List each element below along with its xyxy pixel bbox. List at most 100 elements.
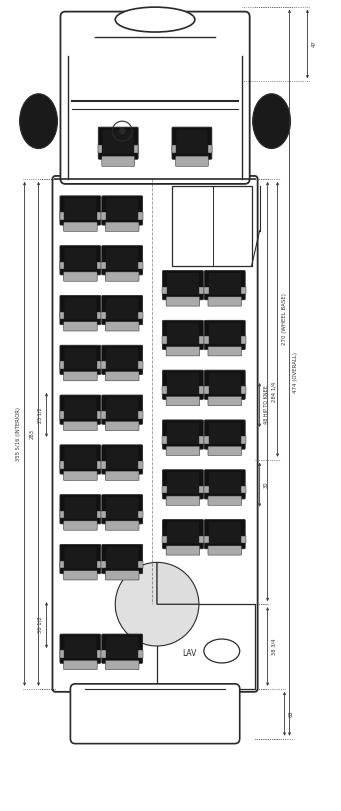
- FancyBboxPatch shape: [60, 544, 101, 573]
- FancyBboxPatch shape: [105, 272, 139, 281]
- Bar: [162, 386, 167, 394]
- Bar: [162, 436, 167, 444]
- Bar: [97, 262, 101, 269]
- Ellipse shape: [253, 94, 291, 148]
- FancyBboxPatch shape: [167, 522, 199, 543]
- Bar: [97, 511, 101, 518]
- FancyBboxPatch shape: [102, 156, 135, 166]
- FancyBboxPatch shape: [105, 471, 139, 480]
- FancyBboxPatch shape: [208, 297, 241, 306]
- FancyBboxPatch shape: [106, 397, 138, 419]
- Text: 270 (WHEEL BASE): 270 (WHEEL BASE): [282, 294, 286, 345]
- Bar: [138, 262, 143, 269]
- FancyBboxPatch shape: [63, 471, 97, 480]
- FancyBboxPatch shape: [166, 346, 200, 356]
- FancyBboxPatch shape: [163, 470, 203, 499]
- FancyBboxPatch shape: [64, 198, 97, 220]
- FancyBboxPatch shape: [102, 634, 143, 663]
- FancyBboxPatch shape: [60, 295, 101, 324]
- Bar: [138, 362, 143, 369]
- Bar: [97, 650, 101, 658]
- FancyBboxPatch shape: [176, 156, 208, 166]
- FancyBboxPatch shape: [209, 273, 241, 294]
- FancyBboxPatch shape: [63, 421, 97, 431]
- FancyBboxPatch shape: [105, 222, 139, 231]
- Text: 284 1/4: 284 1/4: [271, 381, 277, 401]
- FancyBboxPatch shape: [64, 547, 97, 569]
- FancyBboxPatch shape: [172, 127, 212, 159]
- Text: 355 5/16 (INTERIOR): 355 5/16 (INTERIOR): [16, 407, 20, 461]
- Bar: [101, 461, 106, 469]
- FancyBboxPatch shape: [208, 446, 241, 456]
- FancyBboxPatch shape: [105, 521, 139, 530]
- Bar: [241, 386, 246, 394]
- Bar: [60, 311, 64, 320]
- FancyBboxPatch shape: [64, 248, 97, 270]
- Wedge shape: [115, 562, 199, 646]
- Bar: [138, 511, 143, 518]
- Bar: [199, 536, 204, 543]
- FancyBboxPatch shape: [167, 372, 199, 394]
- FancyBboxPatch shape: [166, 446, 200, 456]
- FancyBboxPatch shape: [64, 497, 97, 519]
- Bar: [162, 536, 167, 543]
- FancyBboxPatch shape: [163, 320, 203, 350]
- Ellipse shape: [20, 94, 58, 148]
- Circle shape: [119, 128, 125, 134]
- FancyBboxPatch shape: [102, 196, 143, 225]
- Bar: [60, 262, 64, 269]
- Bar: [60, 560, 64, 569]
- FancyBboxPatch shape: [209, 522, 241, 543]
- Bar: [199, 436, 204, 444]
- Bar: [204, 436, 209, 444]
- FancyBboxPatch shape: [102, 445, 143, 474]
- FancyBboxPatch shape: [163, 520, 203, 549]
- FancyBboxPatch shape: [163, 271, 203, 300]
- Bar: [97, 311, 101, 320]
- FancyBboxPatch shape: [102, 295, 143, 324]
- FancyBboxPatch shape: [102, 395, 143, 424]
- FancyBboxPatch shape: [209, 423, 241, 444]
- FancyBboxPatch shape: [166, 546, 200, 555]
- FancyBboxPatch shape: [106, 348, 138, 370]
- FancyBboxPatch shape: [63, 222, 97, 231]
- FancyBboxPatch shape: [70, 684, 240, 744]
- Bar: [162, 337, 167, 344]
- FancyBboxPatch shape: [102, 544, 143, 573]
- Text: 283: 283: [30, 429, 34, 439]
- Bar: [138, 411, 143, 418]
- FancyBboxPatch shape: [204, 320, 245, 350]
- Ellipse shape: [115, 7, 195, 32]
- Bar: [241, 286, 246, 294]
- Bar: [204, 337, 209, 344]
- FancyBboxPatch shape: [63, 521, 97, 530]
- FancyBboxPatch shape: [163, 370, 203, 399]
- Text: 30: 30: [264, 482, 269, 488]
- Bar: [60, 511, 64, 518]
- FancyBboxPatch shape: [53, 176, 258, 692]
- Bar: [101, 411, 106, 418]
- FancyBboxPatch shape: [102, 246, 143, 275]
- FancyBboxPatch shape: [106, 637, 138, 659]
- Bar: [97, 212, 101, 220]
- Bar: [204, 286, 209, 294]
- Bar: [138, 461, 143, 469]
- FancyBboxPatch shape: [60, 196, 101, 225]
- FancyBboxPatch shape: [64, 298, 97, 320]
- Bar: [204, 486, 209, 493]
- Bar: [204, 536, 209, 543]
- FancyBboxPatch shape: [64, 447, 97, 469]
- FancyBboxPatch shape: [105, 660, 139, 670]
- Bar: [199, 386, 204, 394]
- Text: 47: 47: [311, 41, 316, 47]
- FancyBboxPatch shape: [204, 420, 245, 449]
- Bar: [208, 145, 212, 153]
- FancyBboxPatch shape: [106, 298, 138, 320]
- FancyBboxPatch shape: [167, 472, 199, 494]
- Text: 38 3/4: 38 3/4: [271, 638, 277, 654]
- FancyBboxPatch shape: [64, 397, 97, 419]
- FancyBboxPatch shape: [166, 496, 200, 505]
- FancyBboxPatch shape: [209, 323, 241, 345]
- FancyBboxPatch shape: [60, 246, 101, 275]
- FancyBboxPatch shape: [204, 271, 245, 300]
